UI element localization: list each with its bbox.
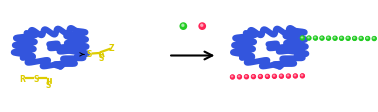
- Ellipse shape: [273, 75, 276, 79]
- Ellipse shape: [293, 74, 297, 78]
- Ellipse shape: [373, 38, 375, 39]
- Ellipse shape: [294, 75, 296, 76]
- Ellipse shape: [231, 75, 234, 79]
- Ellipse shape: [231, 76, 233, 77]
- Text: R: R: [20, 74, 26, 83]
- Ellipse shape: [320, 37, 324, 41]
- Ellipse shape: [199, 24, 205, 30]
- Text: Z: Z: [109, 44, 114, 53]
- Ellipse shape: [245, 75, 248, 79]
- Ellipse shape: [182, 25, 184, 27]
- Text: S: S: [46, 80, 51, 89]
- Ellipse shape: [353, 37, 356, 41]
- Ellipse shape: [334, 38, 335, 39]
- Ellipse shape: [301, 38, 303, 39]
- Ellipse shape: [301, 74, 304, 78]
- Ellipse shape: [307, 37, 311, 41]
- Ellipse shape: [280, 75, 282, 76]
- Ellipse shape: [287, 75, 289, 76]
- Ellipse shape: [314, 38, 316, 39]
- Ellipse shape: [366, 37, 370, 41]
- Ellipse shape: [359, 37, 363, 41]
- Ellipse shape: [266, 76, 268, 77]
- Ellipse shape: [333, 37, 337, 41]
- Ellipse shape: [327, 37, 330, 41]
- Ellipse shape: [180, 24, 186, 30]
- Text: S: S: [34, 74, 39, 83]
- Ellipse shape: [360, 38, 361, 39]
- Ellipse shape: [301, 75, 303, 76]
- Text: S: S: [98, 53, 104, 62]
- Ellipse shape: [265, 75, 270, 79]
- Text: S: S: [87, 50, 92, 59]
- Ellipse shape: [259, 75, 262, 79]
- Ellipse shape: [253, 76, 254, 77]
- Ellipse shape: [237, 75, 242, 79]
- Ellipse shape: [308, 38, 309, 39]
- Ellipse shape: [353, 38, 355, 39]
- Ellipse shape: [279, 75, 284, 78]
- Ellipse shape: [313, 37, 318, 41]
- Ellipse shape: [259, 76, 261, 77]
- Ellipse shape: [327, 38, 329, 39]
- Ellipse shape: [321, 38, 322, 39]
- Ellipse shape: [341, 38, 342, 39]
- Ellipse shape: [372, 37, 376, 41]
- Ellipse shape: [201, 25, 203, 27]
- Ellipse shape: [273, 75, 275, 77]
- Ellipse shape: [287, 74, 290, 78]
- Ellipse shape: [245, 76, 247, 77]
- Ellipse shape: [239, 76, 240, 77]
- Ellipse shape: [301, 37, 304, 41]
- Ellipse shape: [339, 37, 344, 41]
- Ellipse shape: [367, 38, 368, 39]
- Ellipse shape: [347, 38, 349, 39]
- Ellipse shape: [251, 75, 256, 79]
- Ellipse shape: [346, 37, 350, 41]
